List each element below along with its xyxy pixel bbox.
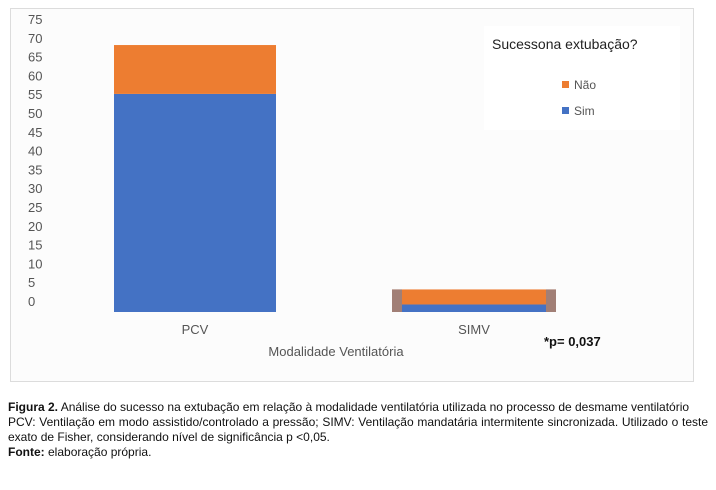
bar-simv-no	[392, 289, 556, 305]
legend-swatch-nao	[562, 81, 569, 88]
figure-description: Análise do sucesso na extubação em relaç…	[60, 400, 690, 414]
y-axis: 0 5 10 15 20 25 30 35 40 45 50 55 60 65 70 75	[28, 12, 42, 309]
y-tick-label: 35	[28, 162, 42, 177]
legend: Sucessona extubação? Não Sim	[484, 26, 680, 130]
y-tick-label: 50	[28, 106, 42, 121]
bar-simv-left-edge	[392, 289, 402, 312]
y-tick-label: 60	[28, 68, 42, 83]
legend-title: Sucessona extubação?	[492, 36, 638, 52]
x-tick-label: SIMV	[458, 322, 490, 337]
y-tick-label: 0	[28, 294, 35, 309]
chart: 0 5 10 15 20 25 30 35 40 45 50 55 60 65 70 75 PCV SIMV M…	[28, 12, 680, 359]
bar-pcv-sim	[114, 93, 276, 312]
source-label: Fonte:	[8, 445, 45, 459]
caption-source-line: Fonte: elaboração própria.	[8, 445, 708, 460]
bar-pcv-no	[114, 45, 276, 94]
y-tick-label: 30	[28, 181, 42, 196]
p-value-annotation: *p= 0,037	[544, 334, 601, 349]
legend-label-nao: Não	[574, 78, 596, 92]
y-tick-label: 55	[28, 87, 42, 102]
legend-label-sim: Sim	[574, 104, 595, 118]
bars	[114, 45, 556, 312]
bar-simv-right-edge	[546, 289, 556, 312]
legend-background	[484, 26, 680, 130]
x-tick-label: PCV	[182, 322, 209, 337]
y-tick-label: 40	[28, 144, 42, 159]
caption-title-line: Figura 2. Análise do sucesso na extubaçã…	[8, 400, 708, 415]
x-axis-title: Modalidade Ventilatória	[268, 344, 404, 359]
caption-note: PCV: Ventilação em modo assistido/contro…	[8, 415, 708, 444]
y-tick-label: 65	[28, 50, 42, 65]
legend-swatch-sim	[562, 107, 569, 114]
y-tick-label: 70	[28, 31, 42, 46]
y-tick-label: 5	[28, 275, 35, 290]
source-text: elaboração própria.	[48, 445, 152, 459]
y-tick-label: 75	[28, 12, 42, 27]
y-tick-label: 20	[28, 219, 42, 234]
y-tick-label: 45	[28, 125, 42, 140]
bar-simv-sim	[392, 304, 556, 312]
figure-caption: Figura 2. Análise do sucesso na extubaçã…	[8, 400, 708, 460]
y-tick-label: 15	[28, 238, 42, 253]
x-axis: PCV SIMV	[182, 322, 491, 337]
y-tick-label: 25	[28, 200, 42, 215]
y-tick-label: 10	[28, 256, 42, 271]
figure-label: Figura 2.	[8, 400, 59, 414]
